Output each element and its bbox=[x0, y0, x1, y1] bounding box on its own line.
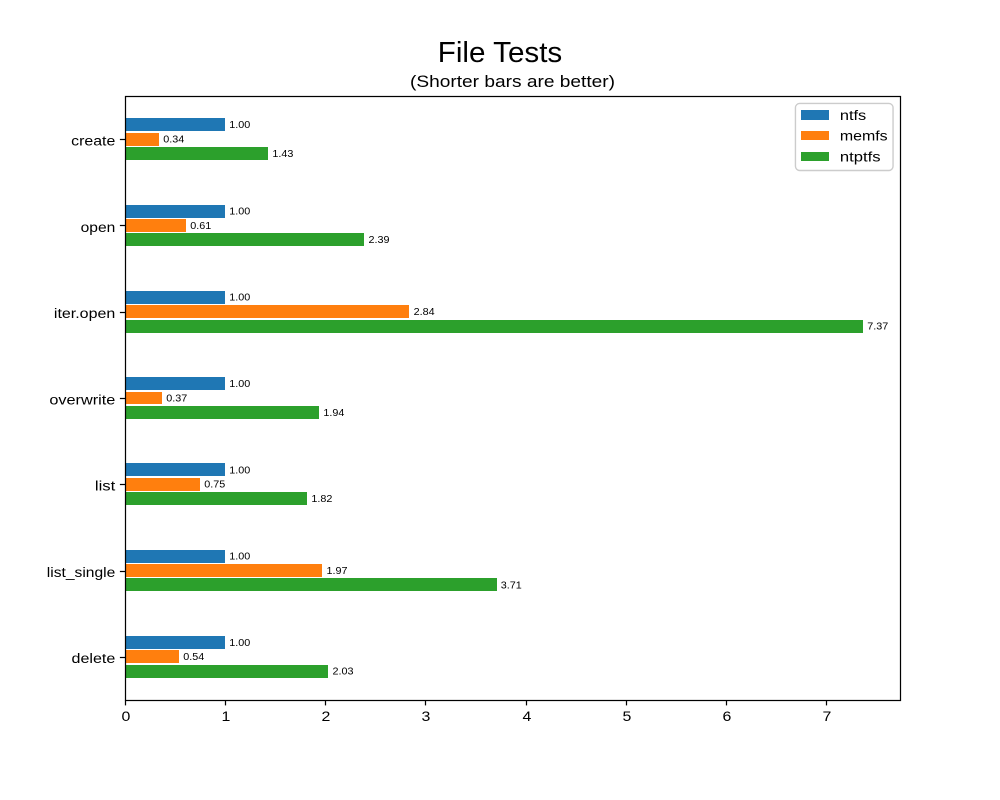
svg-text:7.37: 7.37 bbox=[867, 321, 888, 332]
svg-text:ntptfs: ntptfs bbox=[840, 149, 881, 165]
svg-text:0.34: 0.34 bbox=[163, 135, 184, 146]
svg-text:2: 2 bbox=[321, 709, 330, 725]
svg-text:2.03: 2.03 bbox=[332, 667, 353, 678]
svg-text:3: 3 bbox=[421, 709, 430, 725]
svg-text:1.97: 1.97 bbox=[326, 566, 347, 577]
svg-text:4: 4 bbox=[522, 709, 531, 725]
svg-text:1.00: 1.00 bbox=[229, 120, 250, 131]
svg-text:1.00: 1.00 bbox=[229, 465, 250, 476]
svg-text:File Tests: File Tests bbox=[438, 36, 562, 68]
svg-text:memfs: memfs bbox=[840, 128, 888, 144]
svg-text:7: 7 bbox=[822, 709, 831, 725]
svg-text:2.84: 2.84 bbox=[414, 307, 435, 318]
svg-text:1.00: 1.00 bbox=[229, 293, 250, 304]
svg-text:0.61: 0.61 bbox=[190, 221, 211, 232]
svg-text:1.00: 1.00 bbox=[229, 638, 250, 649]
svg-text:list_single: list_single bbox=[47, 565, 116, 581]
svg-text:create: create bbox=[71, 133, 115, 149]
svg-text:5: 5 bbox=[622, 709, 631, 725]
svg-text:1.82: 1.82 bbox=[311, 494, 332, 505]
svg-text:(Shorter bars are better): (Shorter bars are better) bbox=[410, 72, 615, 91]
svg-text:open: open bbox=[81, 220, 116, 236]
svg-text:0.75: 0.75 bbox=[204, 480, 225, 491]
svg-text:ntfs: ntfs bbox=[840, 108, 866, 124]
svg-text:delete: delete bbox=[72, 651, 116, 667]
svg-text:0.54: 0.54 bbox=[183, 652, 204, 663]
svg-text:2.39: 2.39 bbox=[369, 235, 390, 246]
svg-text:1.43: 1.43 bbox=[272, 149, 293, 160]
svg-text:list: list bbox=[95, 479, 115, 495]
svg-text:iter.open: iter.open bbox=[54, 306, 115, 322]
svg-text:3.71: 3.71 bbox=[501, 580, 522, 591]
svg-text:0: 0 bbox=[121, 709, 130, 725]
svg-text:6: 6 bbox=[722, 709, 731, 725]
svg-text:0.37: 0.37 bbox=[166, 393, 187, 404]
svg-text:1.00: 1.00 bbox=[229, 552, 250, 563]
svg-text:1.00: 1.00 bbox=[229, 379, 250, 390]
svg-text:1: 1 bbox=[221, 709, 230, 725]
svg-text:overwrite: overwrite bbox=[49, 392, 115, 408]
svg-text:1.00: 1.00 bbox=[229, 206, 250, 217]
svg-text:1.94: 1.94 bbox=[323, 408, 344, 419]
